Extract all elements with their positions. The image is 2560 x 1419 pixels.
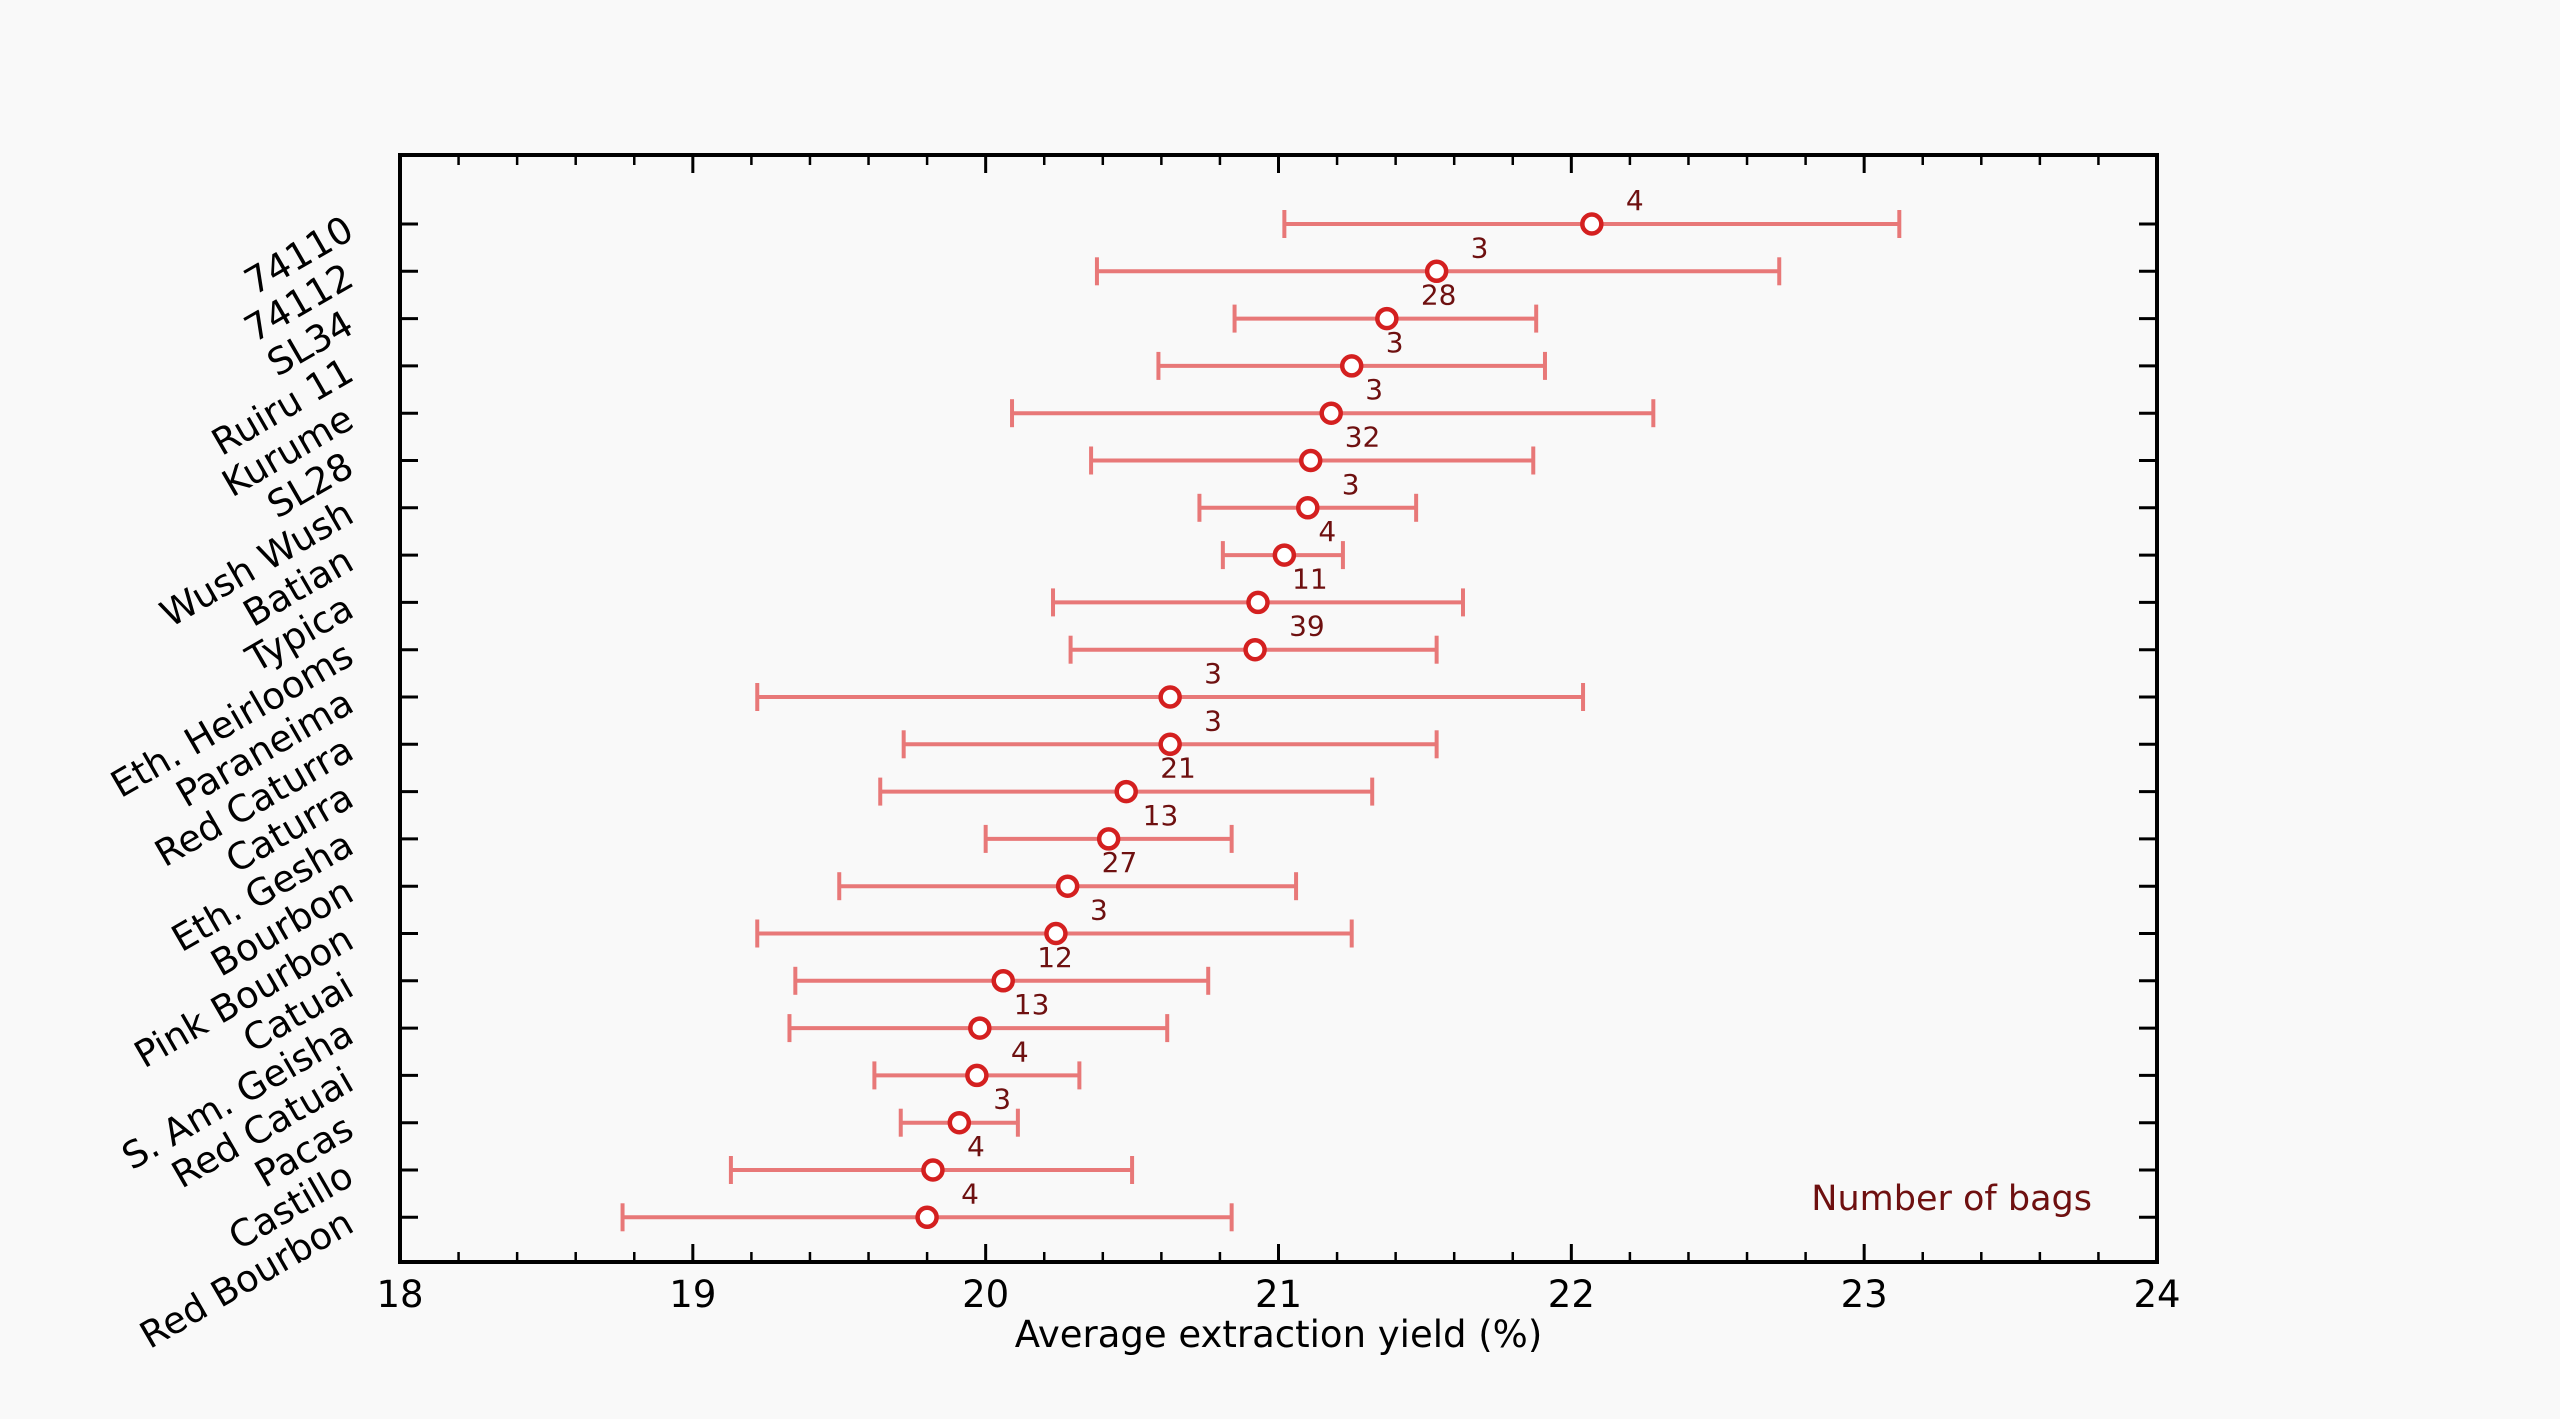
- x-tick-label: 21: [1255, 1273, 1302, 1316]
- bag-count-label: 4: [967, 1130, 985, 1163]
- mean-marker: [1096, 827, 1121, 851]
- mean-marker: [1243, 637, 1267, 662]
- mean-marker: [965, 1063, 989, 1088]
- mean-marker: [1319, 401, 1343, 425]
- bag-count-label: 12: [1037, 941, 1073, 974]
- bag-count-label: 4: [1318, 515, 1336, 548]
- bag-count-label: 4: [961, 1177, 979, 1210]
- mean-marker: [1114, 779, 1138, 804]
- x-axis-label: Average extraction yield (%): [1015, 1313, 1543, 1356]
- mean-marker: [1044, 921, 1068, 946]
- bag-count-label: 27: [1102, 846, 1138, 879]
- bag-count-label: 3: [1365, 373, 1383, 406]
- mean-marker: [1424, 259, 1449, 284]
- mean-marker: [1298, 448, 1323, 473]
- mean-marker: [915, 1205, 939, 1230]
- bag-count-label: 32: [1345, 421, 1381, 454]
- bag-count-label: 39: [1289, 610, 1325, 643]
- bag-count-label: 3: [1204, 657, 1222, 690]
- mean-marker: [968, 1016, 992, 1040]
- bag-count-label: 3: [993, 1083, 1011, 1116]
- x-tick-label: 18: [376, 1273, 423, 1316]
- bag-count-label: 3: [1342, 468, 1360, 501]
- mean-marker: [991, 969, 1015, 993]
- bag-count-label: 11: [1292, 562, 1328, 595]
- bag-count-label: 4: [1011, 1035, 1029, 1068]
- mean-marker: [1158, 732, 1182, 757]
- mean-marker: [947, 1110, 972, 1135]
- bag-count-label: 21: [1160, 752, 1196, 785]
- bag-count-label: 3: [1386, 326, 1404, 359]
- x-tick-label: 23: [1841, 1273, 1888, 1316]
- bag-count-label: 3: [1204, 704, 1222, 737]
- plot-frame: [398, 153, 2159, 1264]
- mean-marker: [921, 1158, 945, 1182]
- x-tick-label: 20: [962, 1273, 1009, 1316]
- x-tick-labels: 18 19 20 21 22 23 24: [376, 1273, 2180, 1316]
- x-tick-label: 24: [2133, 1273, 2180, 1316]
- x-tick-label: 22: [1548, 1273, 1595, 1316]
- bag-count-label: 13: [1014, 988, 1050, 1021]
- mean-marker: [1339, 354, 1364, 378]
- mean-marker: [1272, 543, 1297, 567]
- bags-annotation: Number of bags: [1811, 1179, 2092, 1219]
- bag-count-label: 28: [1421, 279, 1457, 312]
- mean-marker: [1055, 874, 1080, 898]
- mean-marker: [1375, 306, 1399, 331]
- bag-count-label: 3: [1471, 231, 1489, 264]
- bag-count-label: 3: [1090, 894, 1108, 927]
- mean-marker: [1296, 496, 1320, 520]
- bag-count-label: 13: [1143, 799, 1179, 832]
- bag-count-label: 4: [1626, 184, 1644, 217]
- mean-marker: [1158, 685, 1182, 709]
- mean-marker: [1246, 590, 1270, 615]
- mean-marker: [1580, 212, 1604, 236]
- x-tick-label: 19: [669, 1273, 716, 1316]
